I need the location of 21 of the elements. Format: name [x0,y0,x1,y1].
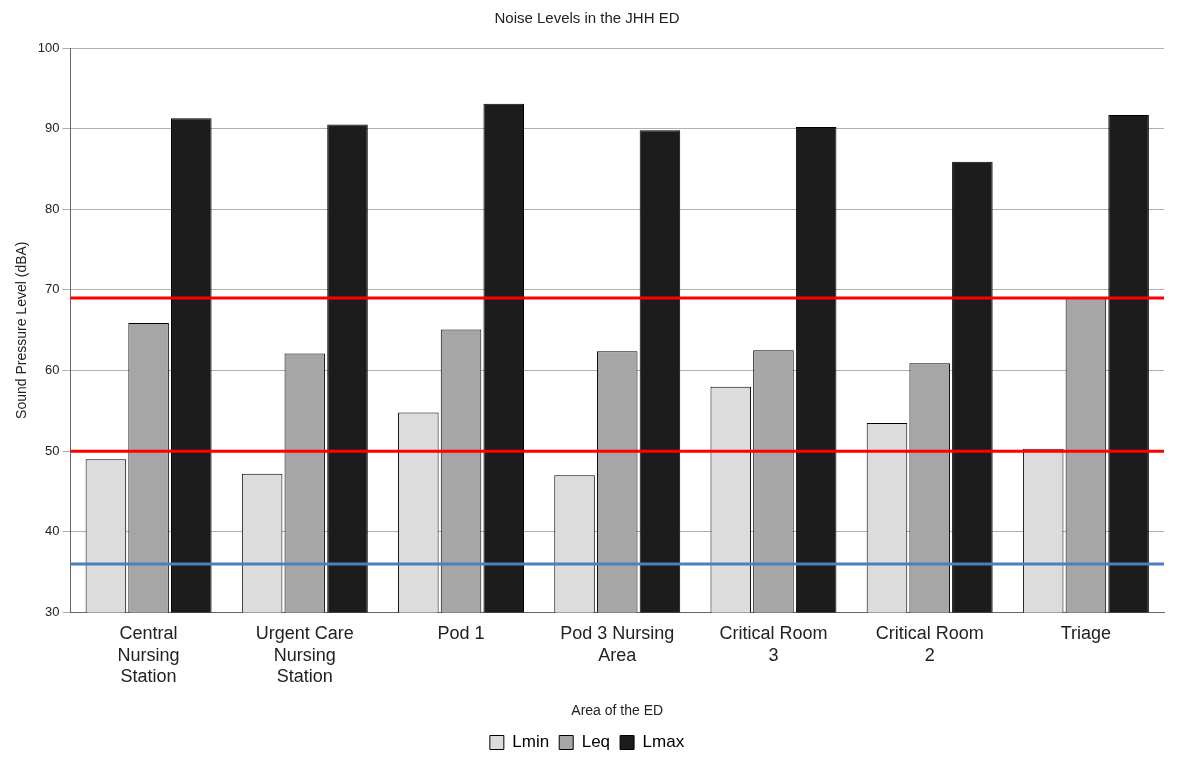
legend-label: Lmax [642,732,685,752]
y-tick-label: 70 [45,281,60,297]
y-tick-label: 90 [45,120,60,136]
x-tick-label: Pod 3 Nursing Area [560,623,675,665]
y-tick-label: 50 [45,442,60,458]
x-tick-label: Pod 1 [437,623,485,644]
x-tick-label: Urgent Care Nursing Station [255,623,354,687]
x-axis-title: Area of the ED [571,702,664,719]
x-tick-label: Triage [1060,623,1112,644]
chart-title: Noise Levels in the JHH ED [494,9,680,27]
y-tick-label: 100 [37,39,60,55]
x-tick-label: Central Nursing Station [117,623,180,687]
y-tick-label: 40 [45,523,60,539]
y-tick-label: 30 [45,603,60,619]
x-tick-label: Critical Room 2 [875,623,984,665]
y-tick-label: 80 [45,200,60,216]
x-tick-label: Critical Room 3 [719,623,828,665]
y-tick-label: 60 [45,362,60,378]
y-axis-title: Sound Pressure Level (dBA) [13,241,30,419]
legend-label: Leq [581,732,611,752]
legend-label: Lmin [512,732,550,752]
